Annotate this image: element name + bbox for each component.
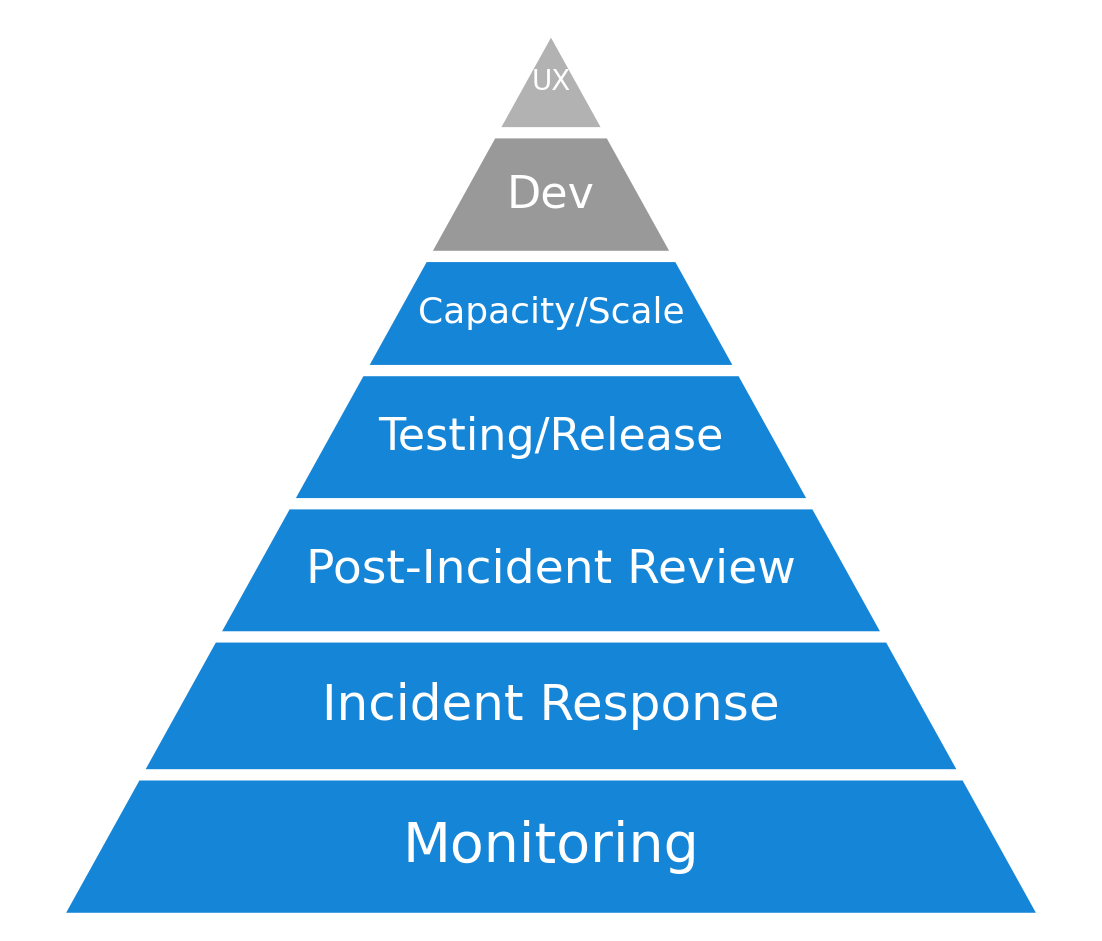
Polygon shape xyxy=(223,509,879,631)
Polygon shape xyxy=(295,376,807,498)
Polygon shape xyxy=(66,780,1036,913)
Text: Capacity/Scale: Capacity/Scale xyxy=(418,296,684,330)
Text: Post-Incident Review: Post-Incident Review xyxy=(306,548,796,593)
Text: Dev: Dev xyxy=(507,173,595,216)
Polygon shape xyxy=(501,38,601,127)
Polygon shape xyxy=(369,263,733,365)
Polygon shape xyxy=(145,643,957,769)
Text: Incident Response: Incident Response xyxy=(322,682,780,730)
Text: UX: UX xyxy=(531,69,571,96)
Polygon shape xyxy=(433,138,669,251)
Text: Testing/Release: Testing/Release xyxy=(378,416,724,458)
Text: Monitoring: Monitoring xyxy=(402,820,700,873)
